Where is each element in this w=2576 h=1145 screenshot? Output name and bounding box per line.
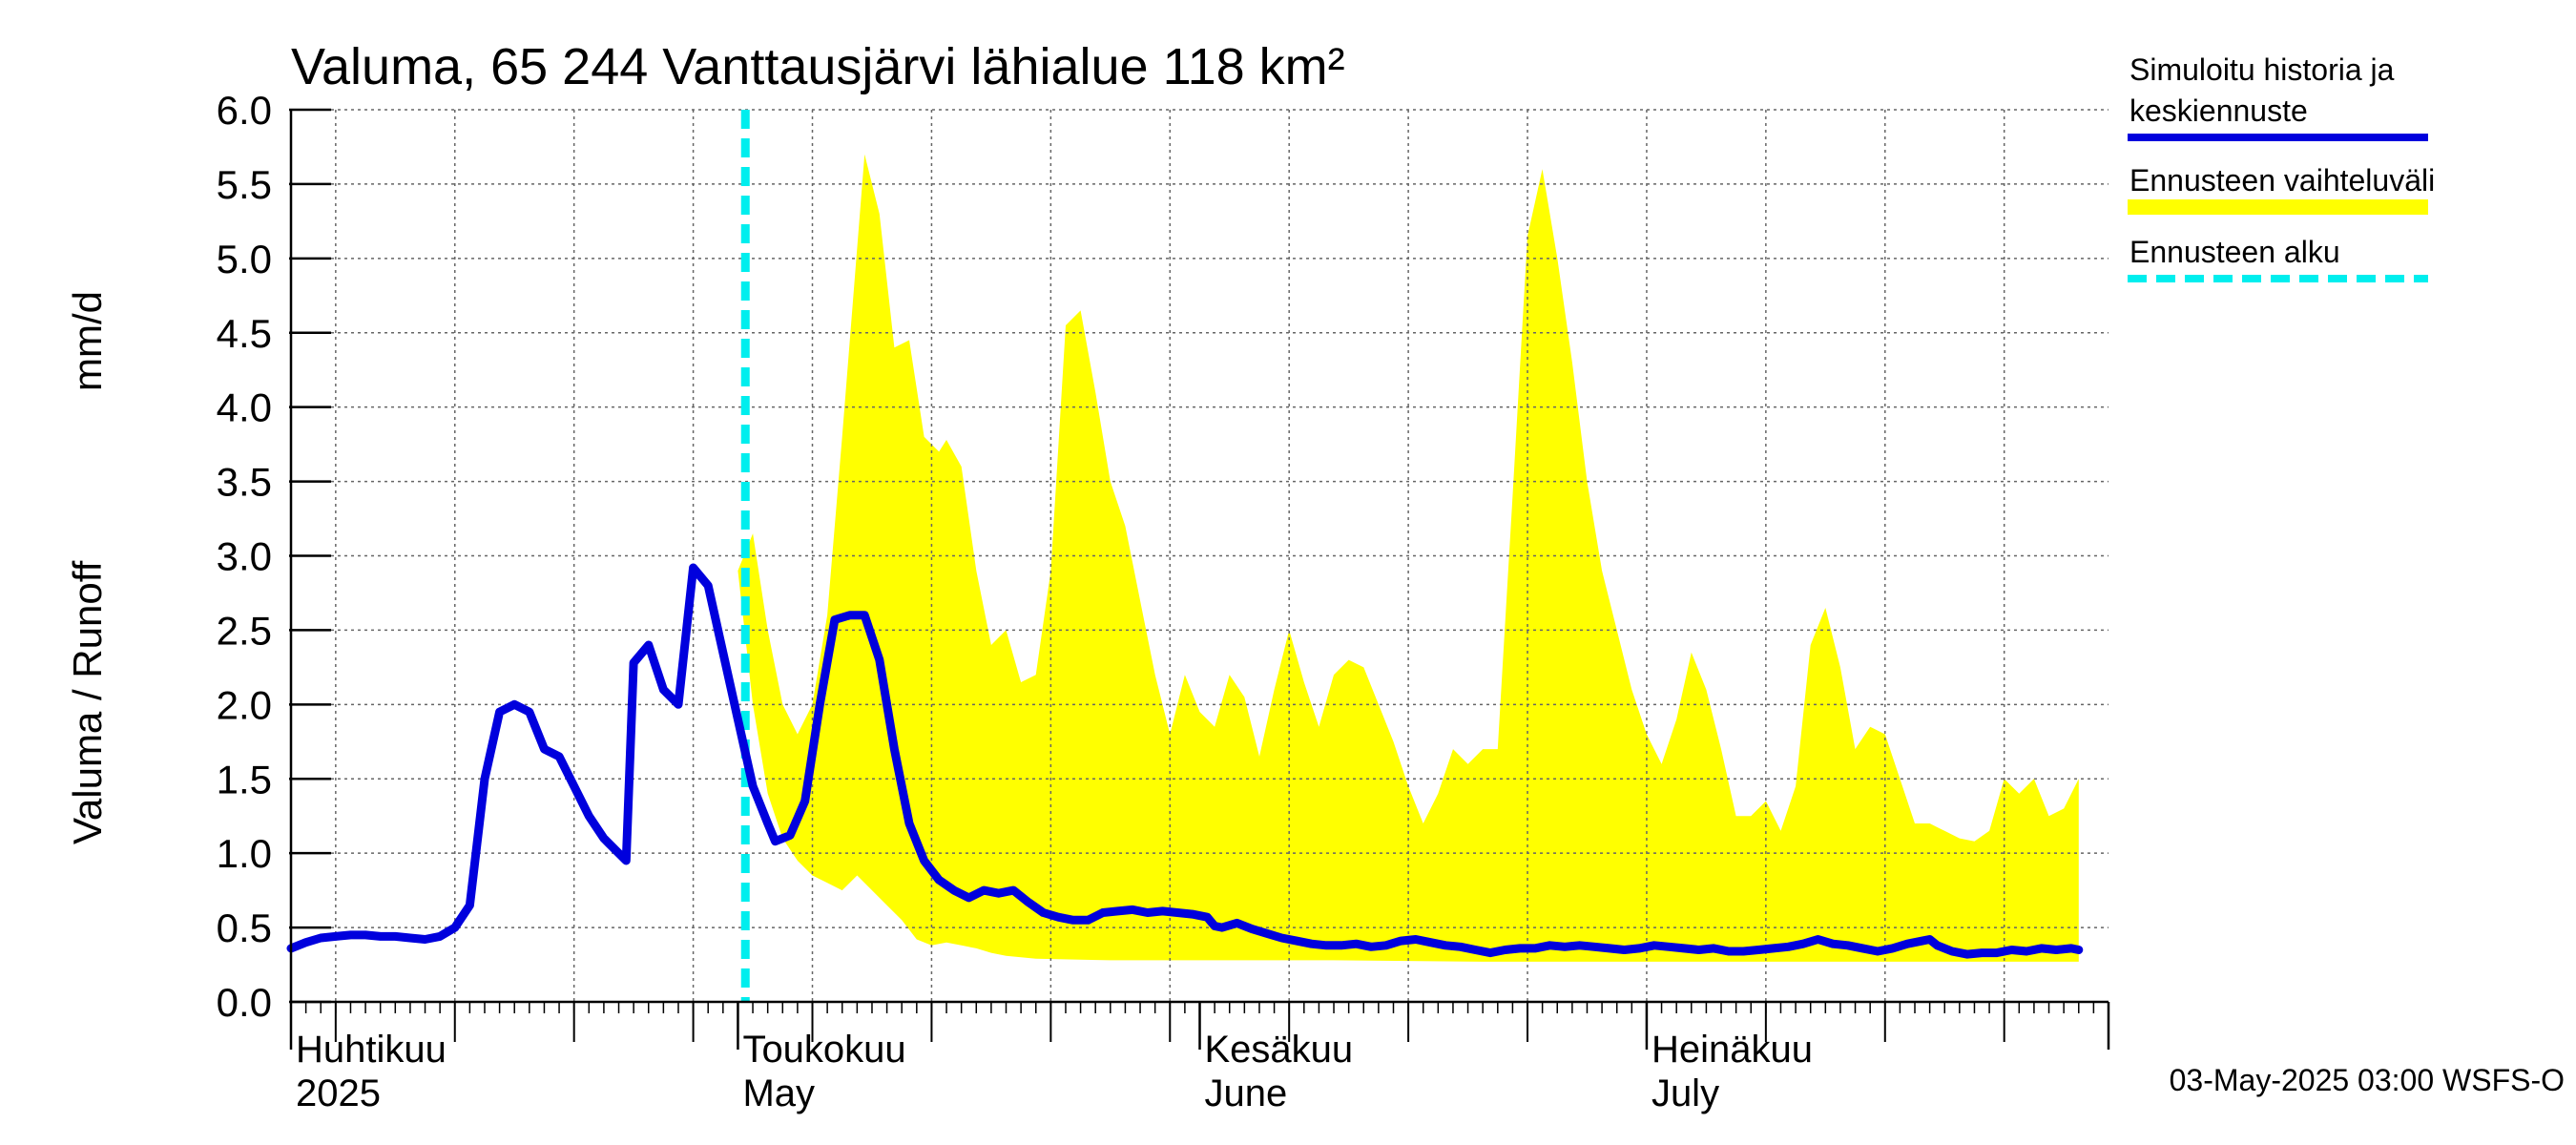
month-label-en-1: May — [742, 1072, 815, 1114]
y-tick-label-8: 4.0 — [217, 385, 272, 430]
footer-timestamp: 03-May-2025 03:00 WSFS-O — [2170, 1063, 2565, 1097]
y-tick-label-7: 3.5 — [217, 460, 272, 505]
month-label-en-3: July — [1652, 1072, 1719, 1114]
forecast-range-band-layer — [737, 154, 2079, 962]
grid-layer — [291, 109, 2109, 1002]
y-tick-label-2: 1.0 — [217, 831, 272, 876]
y-tick-label-0: 0.0 — [217, 980, 272, 1025]
y-tick-label-1: 0.5 — [217, 906, 272, 950]
y-tick-label-9: 4.5 — [217, 311, 272, 356]
month-label-fi-2: Kesäkuu — [1205, 1029, 1354, 1071]
legend-label-1: Ennusteen vaihteluväli — [2129, 163, 2435, 198]
legend-label-0-1: keskiennuste — [2129, 94, 2308, 128]
chart-title: Valuma, 65 244 Vanttausjärvi lähialue 11… — [291, 38, 1345, 95]
y-tick-label-6: 3.0 — [217, 534, 272, 579]
forecast-range-band — [737, 154, 2079, 962]
month-label-en-2: June — [1205, 1072, 1288, 1114]
series-line-0 — [286, 563, 2084, 959]
month-label-en-0: 2025 — [296, 1072, 381, 1114]
y-tick-label-4: 2.0 — [217, 682, 272, 727]
legend-label-0-0: Simuloitu historia ja — [2129, 52, 2395, 87]
month-label-fi-1: Toukokuu — [742, 1029, 905, 1071]
y-tick-label-3: 1.5 — [217, 757, 272, 802]
month-label-fi-0: Huhtikuu — [296, 1029, 447, 1071]
legend: Simuloitu historia ja keskiennuste Ennuste… — [2128, 52, 2435, 282]
y-tick-label-11: 5.5 — [217, 162, 272, 207]
axis-layer — [289, 108, 2110, 1050]
y-tick-labels: 0.0 0.5 1.0 1.5 2.0 2.5 3.0 3.5 4.0 4.5 5.0 5.5 6.0 — [217, 88, 272, 1025]
y-tick-label-12: 6.0 — [217, 88, 272, 133]
y-tick-label-5: 2.5 — [217, 608, 272, 653]
month-label-fi-3: Heinäkuu — [1652, 1029, 1813, 1071]
series-layer — [286, 563, 2084, 959]
y-tick-label-10: 5.0 — [217, 237, 272, 281]
y-axis-label: Valuma / Runoff — [65, 560, 110, 844]
legend-label-2: Ennusteen alku — [2129, 235, 2340, 269]
y-axis-unit: mm/d — [65, 291, 110, 391]
